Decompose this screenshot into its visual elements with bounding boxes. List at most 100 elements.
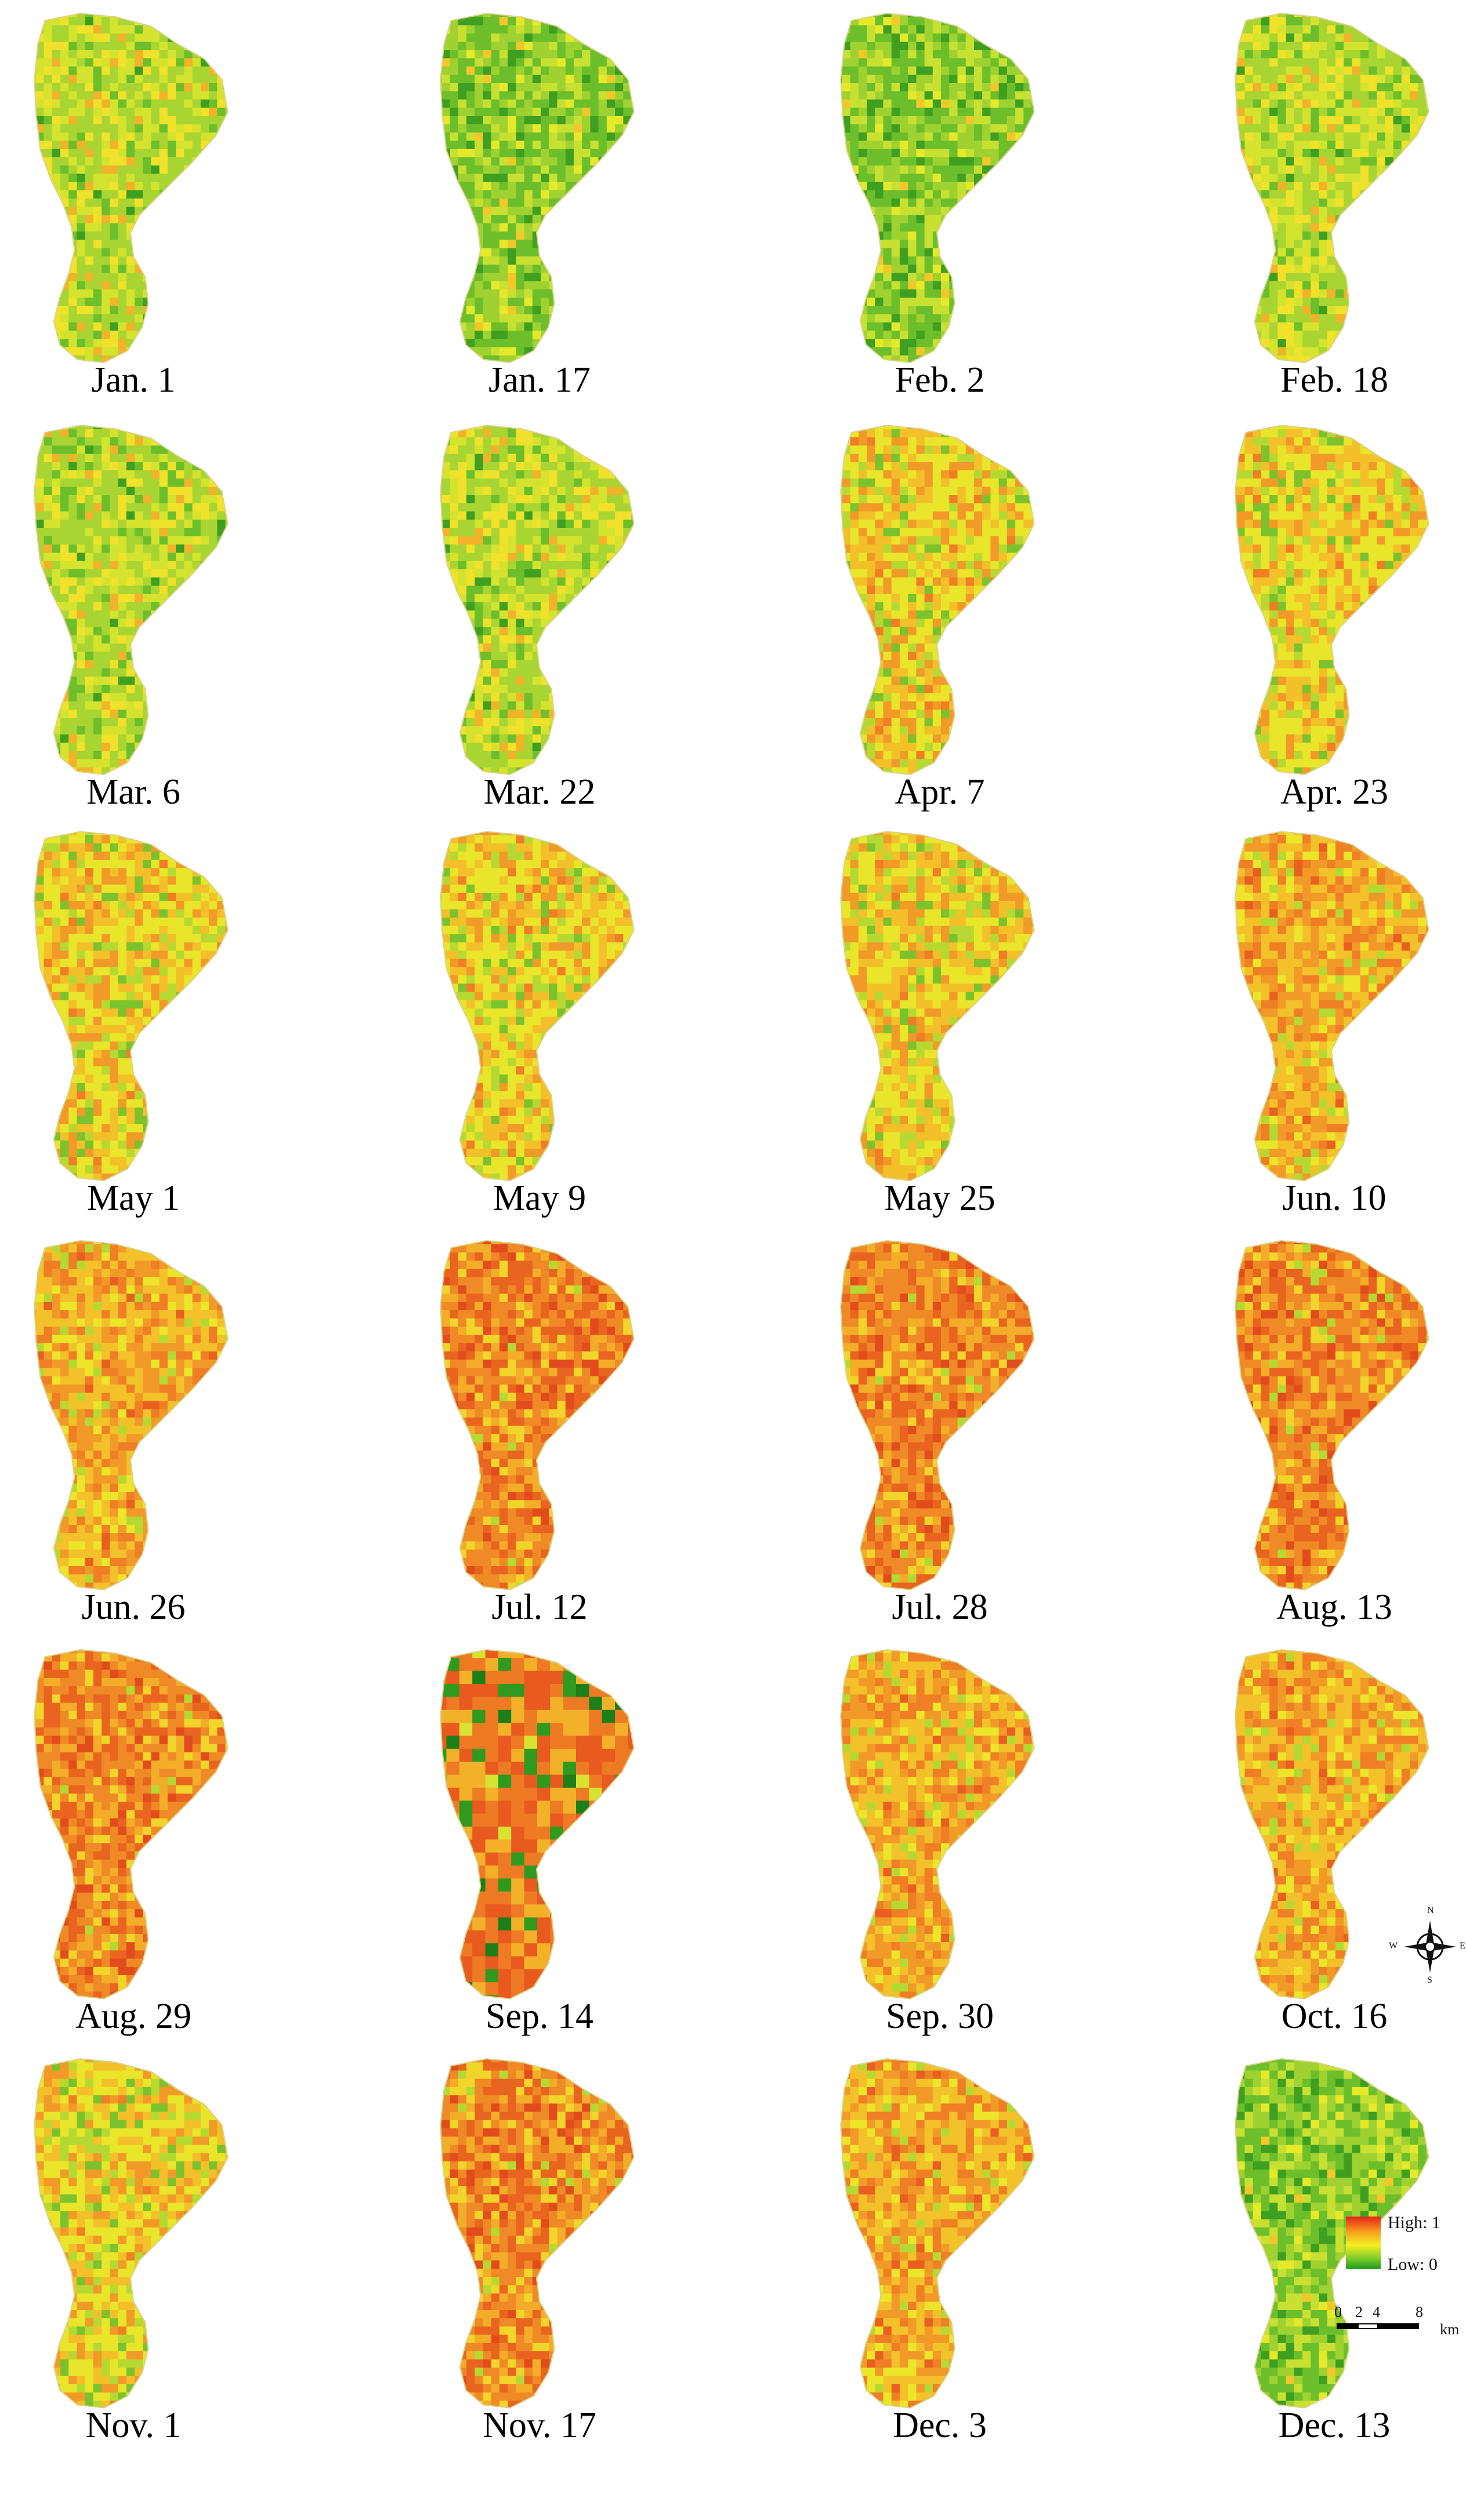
map-panel: May 9 — [418, 827, 743, 1233]
watershed-map — [34, 13, 229, 363]
watershed-boundary — [840, 13, 1035, 363]
raster-cells — [34, 425, 228, 775]
watershed-boundary — [440, 1649, 635, 2000]
watershed-map — [34, 1240, 229, 1590]
watershed-boundary — [1235, 1649, 1429, 2000]
watershed-boundary — [840, 831, 1035, 1181]
map-date-label: Feb. 18 — [1212, 360, 1456, 401]
raster-cells — [841, 1241, 1034, 1590]
compass-west-label: W — [1389, 1941, 1398, 1951]
watershed-boundary — [1235, 2058, 1429, 2409]
watershed-map — [440, 13, 635, 363]
raster-cells — [1235, 831, 1429, 1181]
watershed-boundary — [440, 425, 635, 775]
map-date-label: May 25 — [818, 1178, 1062, 1219]
raster-cells — [841, 831, 1034, 1181]
raster-cells — [1235, 1241, 1429, 1590]
scale-unit: km — [1440, 2321, 1459, 2338]
watershed-boundary — [1235, 1240, 1429, 1590]
map-panel: Jan. 17 — [418, 9, 743, 415]
raster-cells — [34, 1241, 228, 1590]
map-panel: Dec. 3 — [818, 2054, 1143, 2460]
watershed-map — [34, 831, 229, 1181]
map-panel: Sep. 14 — [418, 1645, 743, 2051]
raster-cells — [440, 1650, 634, 1999]
watershed-map — [840, 1240, 1035, 1590]
watershed-boundary — [440, 2058, 635, 2409]
map-panel: Jul. 12 — [418, 1236, 743, 1642]
map-date-label: Jun. 26 — [12, 1587, 255, 1628]
watershed-boundary — [34, 1649, 229, 2000]
raster-cells — [440, 2059, 634, 2408]
watershed-map — [34, 425, 229, 775]
map-date-label: Dec. 13 — [1212, 2405, 1456, 2446]
map-panel: Aug. 29 — [12, 1645, 336, 2051]
watershed-map — [440, 831, 635, 1181]
raster-cells — [34, 1650, 228, 1999]
compass-rose-icon — [1404, 1921, 1456, 1973]
map-panel: Jun. 10 — [1212, 827, 1466, 1233]
map-panel: Oct. 16 — [1212, 1645, 1466, 2051]
map-panel: Aug. 13 — [1212, 1236, 1466, 1642]
raster-cells — [440, 425, 634, 775]
map-date-label: Apr. 7 — [818, 772, 1062, 813]
map-date-label: Sep. 30 — [818, 1996, 1062, 2037]
map-panel: Mar. 22 — [418, 421, 743, 827]
legend-low-label: Low: 0 — [1388, 2255, 1438, 2275]
raster-cells — [440, 13, 634, 363]
watershed-map — [840, 2058, 1035, 2409]
map-panel: Sep. 30 — [818, 1645, 1143, 2051]
watershed-map — [440, 2058, 635, 2409]
watershed-boundary — [440, 831, 635, 1181]
watershed-boundary — [34, 425, 229, 775]
watershed-boundary — [34, 831, 229, 1181]
raster-cells — [440, 1241, 634, 1590]
map-date-label: Dec. 3 — [818, 2405, 1062, 2446]
watershed-map — [1235, 1240, 1429, 1590]
scale-tick: 0 — [1334, 2304, 1342, 2321]
compass-east-label: E — [1460, 1941, 1465, 1951]
watershed-map — [1235, 831, 1429, 1181]
raster-cells — [841, 13, 1034, 363]
watershed-boundary — [840, 425, 1035, 775]
map-date-label: May 9 — [418, 1178, 661, 1219]
map-date-label: Feb. 2 — [818, 360, 1062, 401]
map-date-label: Nov. 1 — [12, 2405, 255, 2446]
scale-segment — [1378, 2323, 1419, 2329]
watershed-map — [840, 831, 1035, 1181]
map-date-label: Mar. 6 — [12, 772, 255, 813]
raster-cells — [841, 1650, 1034, 1999]
watershed-boundary — [440, 1240, 635, 1590]
map-panel: Feb. 2 — [818, 9, 1143, 415]
map-panel: Nov. 1 — [12, 2054, 336, 2460]
raster-cells — [1235, 425, 1429, 775]
raster-cells — [34, 13, 228, 363]
map-date-label: Jan. 17 — [418, 360, 661, 401]
map-date-label: Oct. 16 — [1212, 1996, 1456, 2037]
watershed-map — [440, 1240, 635, 1590]
watershed-map — [440, 425, 635, 775]
watershed-boundary — [34, 13, 229, 363]
map-date-label: Aug. 13 — [1212, 1587, 1456, 1628]
compass: N S W E — [1389, 1906, 1465, 1985]
legend-high-label: High: 1 — [1388, 2213, 1440, 2233]
map-date-label: Apr. 23 — [1212, 772, 1456, 813]
watershed-map — [34, 2058, 229, 2409]
map-date-label: May 1 — [12, 1178, 255, 1219]
raster-cells — [440, 831, 634, 1181]
raster-cells — [841, 2059, 1034, 2408]
raster-cells — [841, 425, 1034, 775]
legend-color-ramp — [1346, 2217, 1381, 2269]
map-panel: Mar. 6 — [12, 421, 336, 827]
raster-cells — [34, 831, 228, 1181]
watershed-boundary — [840, 1649, 1035, 2000]
raster-cells — [1235, 13, 1429, 363]
map-date-label: Jun. 10 — [1212, 1178, 1456, 1219]
watershed-boundary — [34, 1240, 229, 1590]
map-panel: Apr. 7 — [818, 421, 1143, 827]
watershed-map — [840, 13, 1035, 363]
watershed-boundary — [440, 13, 635, 363]
watershed-map — [1235, 13, 1429, 363]
map-panel: Jan. 1 — [12, 9, 336, 415]
